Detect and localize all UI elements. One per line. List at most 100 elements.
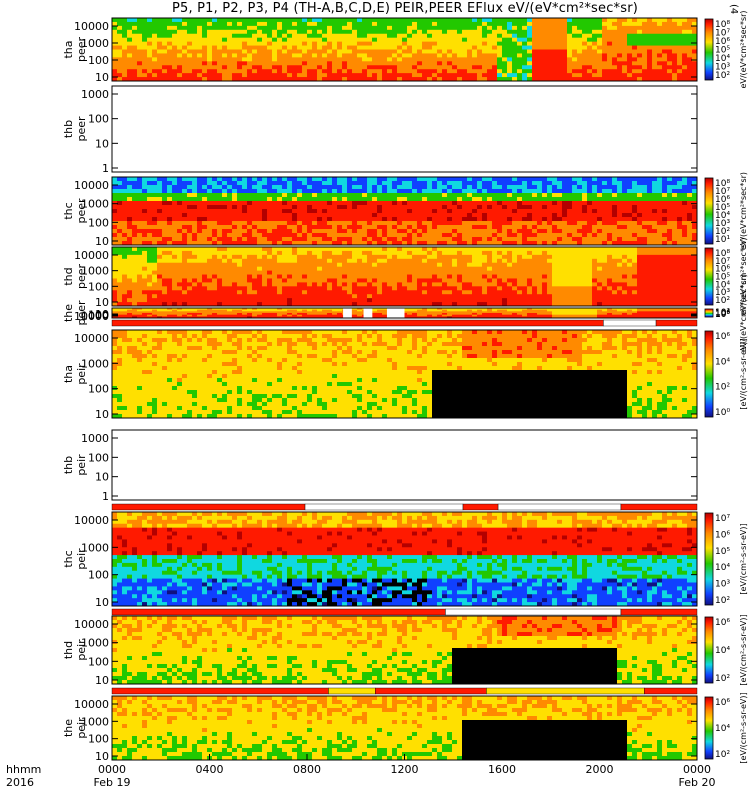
spectrogram-cell [407, 189, 413, 194]
spectrogram-cell [542, 41, 548, 46]
spectrogram-cell [247, 266, 253, 271]
spectrogram-cell [497, 45, 503, 50]
spectrogram-cell [587, 197, 593, 202]
spectrogram-cell [222, 193, 228, 198]
spectrogram-cell [132, 18, 138, 23]
spectrogram-cell [632, 33, 638, 39]
spectrogram-cell [187, 33, 193, 39]
spectrogram-cell [157, 221, 163, 226]
spectrogram-cell [362, 65, 368, 70]
spectrogram-cell [517, 49, 523, 54]
spectrogram-cell [337, 197, 343, 202]
spectrogram-cell [342, 250, 348, 256]
spectrogram-cell [122, 69, 128, 74]
spectrogram-cell [462, 189, 468, 194]
spectrogram-cell [152, 49, 158, 54]
spectrogram-cell [517, 241, 523, 246]
spectrogram-cell [157, 290, 163, 295]
spectrogram-cell [242, 213, 248, 218]
spectrogram-cell [417, 41, 423, 46]
spectrogram-cell [302, 189, 308, 194]
spectrogram-cell [357, 197, 363, 202]
spectrogram-cell [237, 274, 243, 279]
spectrogram-cell [632, 45, 638, 50]
spectrogram-cell [342, 225, 348, 230]
spectrogram-cell [462, 247, 468, 252]
spectrogram-cell [262, 254, 268, 260]
spectrogram-cell [307, 266, 313, 271]
spectrogram-cell [542, 33, 548, 39]
spectrogram-cell [657, 209, 663, 214]
spectrogram-cell [372, 282, 378, 287]
y-tick-label: 100 [88, 113, 109, 126]
spectrogram-cell [552, 233, 558, 238]
spectrogram-cell [447, 185, 453, 190]
spectrogram-cell [597, 25, 603, 31]
spectrogram-cell [132, 274, 138, 279]
spectrogram-cell [442, 193, 448, 198]
spectrogram-cell [462, 258, 468, 264]
spectrogram-cell [187, 286, 193, 291]
spectrogram-cell [502, 221, 508, 226]
spectrogram-cell [422, 225, 428, 230]
spectrogram-cell [442, 21, 448, 27]
spectrogram-cell [627, 41, 633, 46]
spectrogram-cell [582, 61, 588, 66]
spectrogram-cell [597, 65, 603, 70]
spectrogram-cell [577, 237, 583, 242]
spectrogram-cell [132, 45, 138, 50]
spectrogram-cell [117, 262, 123, 268]
spectrogram-cell [247, 298, 253, 303]
spectrogram-cell [167, 205, 173, 210]
spectrogram-cell [682, 73, 688, 78]
spectrogram-cell [447, 57, 453, 62]
spectrogram-cell [667, 77, 673, 82]
spectrogram-cell [292, 69, 298, 74]
spectrogram-cell [207, 233, 213, 238]
colorbar-tick-label: 10⁶ [715, 195, 730, 205]
spectrogram-cell [597, 33, 603, 39]
spectrogram-cell [612, 197, 618, 202]
spectrogram-cell [312, 282, 318, 287]
spectrogram-cell [177, 181, 183, 186]
spectrogram-cell [667, 25, 673, 31]
spectrogram-cell [302, 302, 308, 307]
spectrogram-cell [617, 29, 623, 35]
spectrogram-cell [167, 250, 173, 256]
spectrogram-cell [547, 221, 553, 226]
spectrogram-cell [562, 237, 568, 242]
spectrogram-cell [672, 21, 678, 27]
spectrogram-cell [502, 205, 508, 210]
spectrogram-cell [232, 185, 238, 190]
spectrogram-cell [312, 217, 318, 222]
spectrogram-cell [147, 221, 153, 226]
spectrogram-cell [167, 229, 173, 234]
spectrogram-cell [157, 49, 163, 54]
spectrogram-cell [487, 221, 493, 226]
spectrogram-cell [632, 193, 638, 198]
spectrogram-cell [277, 73, 283, 78]
spectrogram-cell [432, 49, 438, 54]
spectrogram-cell [627, 61, 633, 66]
spectrogram-cell [622, 57, 628, 62]
spectrogram-cell [497, 41, 503, 46]
spectrogram-cell [312, 185, 318, 190]
spectrogram-cell [562, 41, 568, 46]
spectrogram-cell [477, 225, 483, 230]
spectrogram-cell [222, 247, 228, 252]
spectrogram-cell [592, 77, 598, 82]
spectrogram-cell [127, 266, 133, 271]
spectrogram-cell [387, 286, 393, 291]
spectrogram-cell [277, 29, 283, 35]
spectrogram-cell [682, 189, 688, 194]
spectrogram-cell [237, 250, 243, 256]
spectrogram-cell [542, 25, 548, 31]
spectrogram-cell [482, 65, 488, 70]
spectrogram-cell [532, 53, 538, 58]
spectrogram-cell [362, 69, 368, 74]
spectrogram-cell [397, 290, 403, 295]
spectrogram-cell [602, 29, 608, 35]
spectrogram-cell [482, 69, 488, 74]
spectrogram-cell [532, 209, 538, 214]
spectrogram-cell [467, 217, 473, 222]
